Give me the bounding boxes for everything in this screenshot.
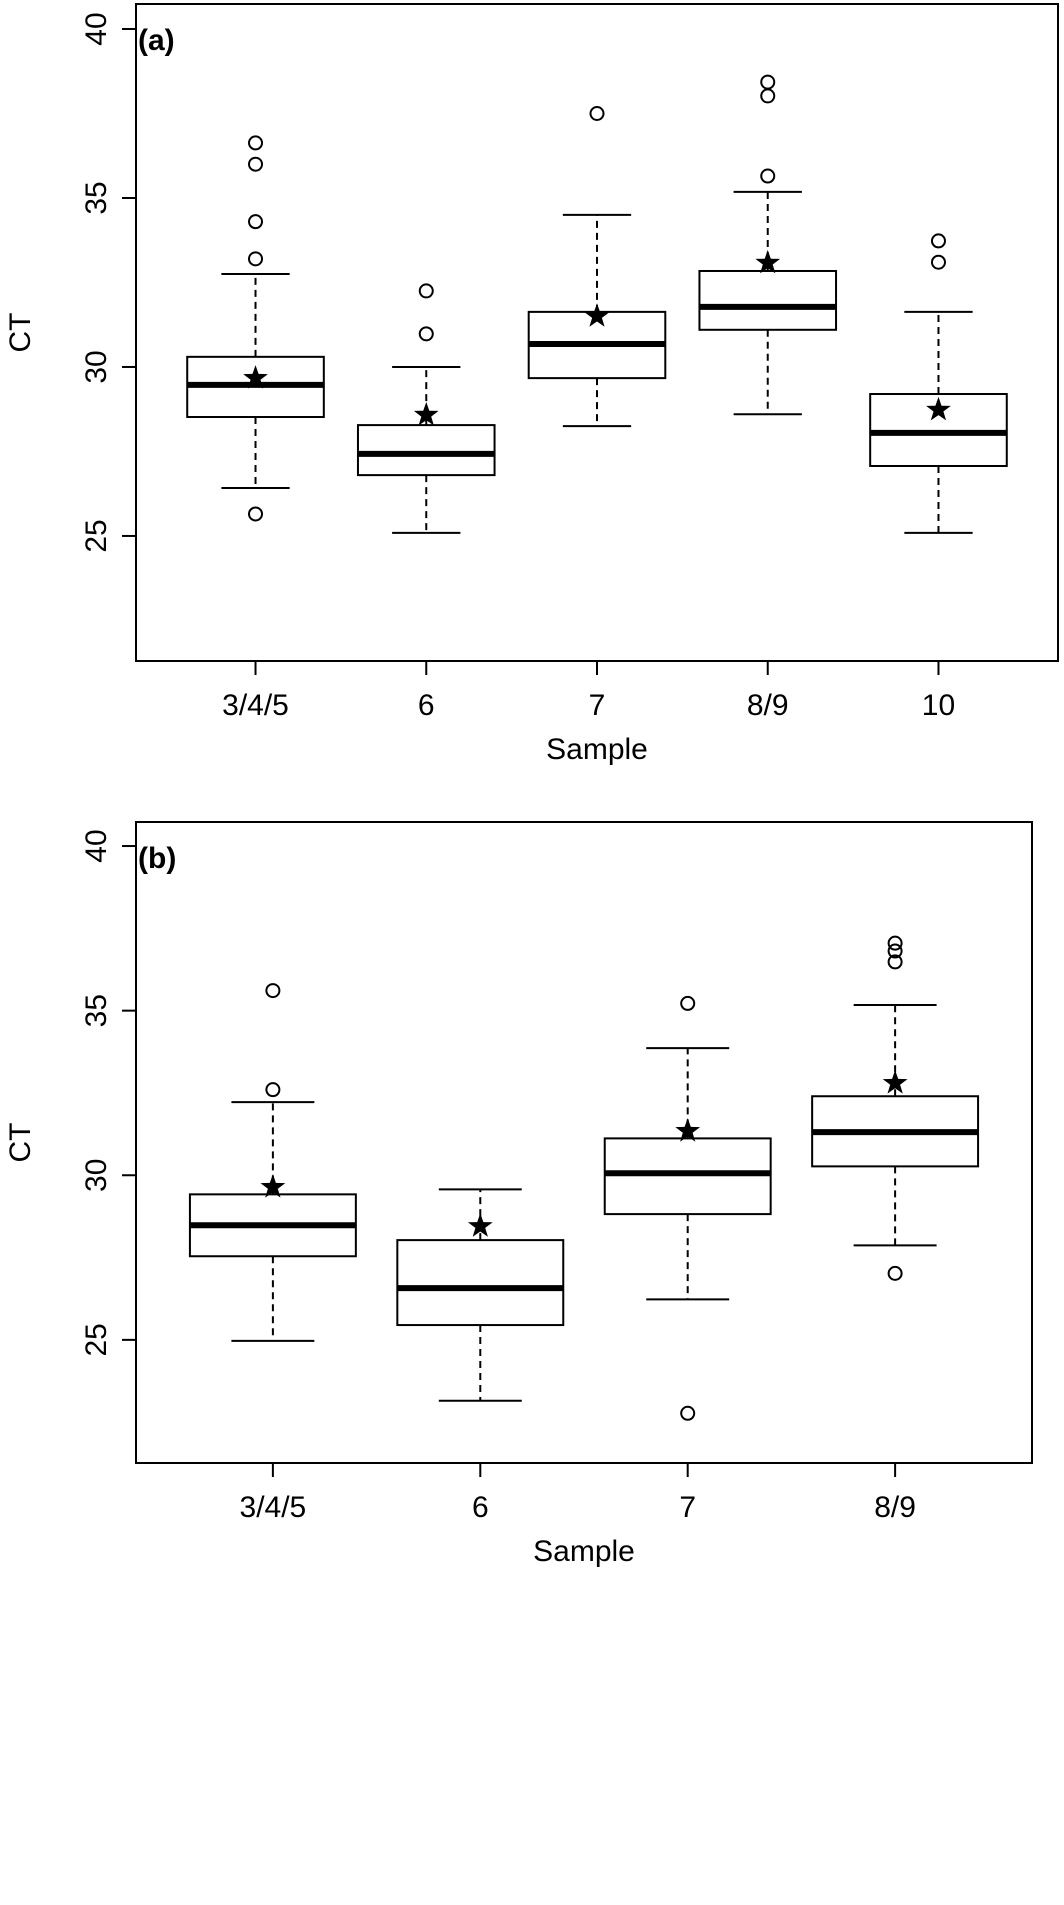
mean-star: [882, 1070, 908, 1094]
outlier: [265, 1082, 281, 1098]
x-axis-label: Sample: [533, 1535, 635, 1568]
outlier: [887, 943, 903, 959]
x-tick-label: 3/4/5: [222, 689, 289, 722]
outlier: [248, 156, 264, 172]
box: [356, 424, 496, 477]
box: [396, 1239, 565, 1327]
x-tick-label: 7: [589, 689, 606, 722]
panel-label: (b): [138, 842, 176, 875]
mean-star: [926, 396, 951, 421]
x-tick-label: 3/4/5: [240, 1491, 307, 1524]
y-tick-label: 35: [80, 181, 113, 214]
outlier: [418, 283, 434, 299]
outlier: [248, 214, 264, 230]
mean-star: [260, 1174, 286, 1198]
outlier: [248, 135, 264, 151]
mean-star: [584, 303, 610, 327]
outlier: [930, 233, 946, 249]
outlier: [248, 251, 264, 267]
panel-label: (a): [138, 24, 175, 57]
mean-star: [755, 249, 781, 274]
y-tick-label: 40: [80, 12, 113, 45]
outlier: [887, 1265, 903, 1281]
box: [698, 269, 838, 331]
mean-star: [413, 402, 439, 426]
outlier: [930, 254, 946, 270]
outlier: [248, 506, 264, 522]
y-axis-label: CT: [4, 1123, 37, 1163]
outlier: [760, 168, 776, 184]
outlier: [589, 106, 605, 121]
y-tick-label: 30: [80, 1159, 113, 1192]
outlier: [760, 88, 776, 104]
outlier: [418, 326, 434, 342]
outlier: [887, 935, 903, 951]
y-tick-label: 35: [80, 994, 113, 1027]
y-tick-label: 25: [80, 519, 113, 552]
x-tick-label: 7: [679, 1491, 696, 1524]
mean-star: [243, 365, 268, 389]
outlier: [680, 1405, 696, 1421]
y-tick-label: 25: [80, 1323, 113, 1356]
x-tick-label: 8/9: [874, 1491, 916, 1524]
x-tick-label: 6: [418, 689, 435, 722]
x-tick-label: 8/9: [747, 689, 789, 722]
mean-star: [467, 1213, 493, 1237]
y-tick-label: 30: [80, 350, 113, 383]
outlier: [887, 954, 903, 970]
outlier: [760, 74, 776, 90]
y-axis-label: CT: [4, 313, 37, 353]
x-tick-label: 6: [472, 1491, 489, 1524]
x-tick-label: 10: [922, 689, 955, 722]
outlier: [265, 983, 281, 999]
y-tick-label: 40: [80, 829, 113, 862]
outlier: [680, 995, 696, 1011]
mean-star: [675, 1118, 701, 1142]
x-axis-label: Sample: [546, 733, 648, 766]
